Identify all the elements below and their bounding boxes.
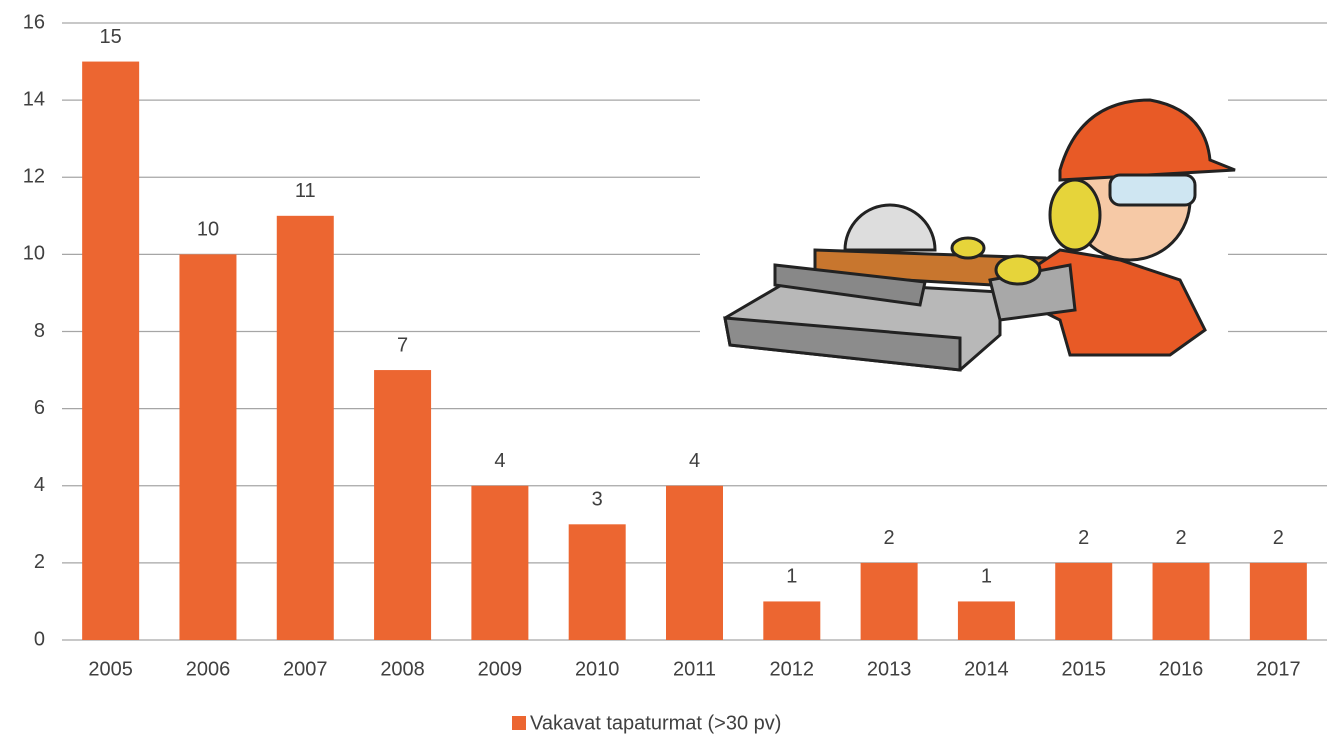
value-label: 1	[786, 566, 797, 588]
y-tick-label: 4	[34, 474, 45, 496]
bar	[1249, 562, 1307, 640]
grid	[62, 22, 1327, 641]
value-label: 2	[1078, 527, 1089, 549]
helmet	[1058, 98, 1236, 182]
value-label: 3	[592, 489, 603, 511]
glove	[994, 254, 1042, 286]
bar	[179, 254, 237, 640]
value-label: 2	[884, 527, 895, 549]
x-tick-label: 2009	[478, 658, 523, 680]
y-tick-label: 10	[23, 243, 45, 265]
x-tick-label: 2013	[867, 658, 912, 680]
x-tick-label: 2014	[964, 658, 1009, 680]
bar	[860, 562, 918, 640]
y-tick-label: 6	[34, 397, 45, 419]
bar	[763, 601, 821, 640]
value-label: 2	[1175, 527, 1186, 549]
y-tick-label: 0	[34, 628, 45, 650]
saw-blade	[843, 203, 937, 252]
y-tick-label: 12	[23, 166, 45, 188]
bar	[957, 601, 1015, 640]
bar	[374, 370, 432, 640]
bar	[1055, 562, 1113, 640]
x-tick-label: 2017	[1256, 658, 1301, 680]
value-label: 2	[1273, 527, 1284, 549]
saw-fence	[773, 263, 927, 307]
bar	[82, 61, 140, 640]
value-label: 10	[197, 219, 219, 241]
x-tick-label: 2015	[1061, 658, 1106, 680]
value-label: 15	[100, 26, 122, 48]
goggles	[1108, 173, 1197, 207]
value-label: 4	[494, 450, 505, 472]
x-tick-label: 2007	[283, 658, 328, 680]
bar	[276, 215, 334, 640]
x-tick-label: 2006	[186, 658, 231, 680]
value-label: 4	[689, 450, 700, 472]
y-tick-label: 14	[23, 88, 45, 110]
value-label: 11	[295, 180, 316, 202]
bar	[568, 524, 626, 640]
ear-muff	[1048, 178, 1102, 252]
glove	[950, 236, 986, 260]
saw-table-side	[723, 316, 962, 372]
x-tick-label: 2005	[88, 658, 133, 680]
x-tick-label: 2011	[673, 658, 716, 680]
legend-swatch	[512, 716, 526, 730]
value-label: 7	[397, 334, 408, 356]
y-tick-label: 2	[34, 551, 45, 573]
bar	[471, 485, 529, 640]
legend-label: Vakavat tapaturmat (>30 pv)	[530, 712, 781, 734]
y-tick-label: 16	[23, 11, 45, 33]
illustration	[700, 82, 1236, 382]
x-tick-label: 2012	[770, 658, 815, 680]
x-tick-label: 2008	[380, 658, 425, 680]
bar	[1152, 562, 1210, 640]
x-tick-label: 2016	[1159, 658, 1204, 680]
value-label: 1	[981, 566, 992, 588]
x-tick-label: 2010	[575, 658, 620, 680]
bar	[666, 485, 723, 640]
y-tick-label: 8	[34, 320, 45, 342]
